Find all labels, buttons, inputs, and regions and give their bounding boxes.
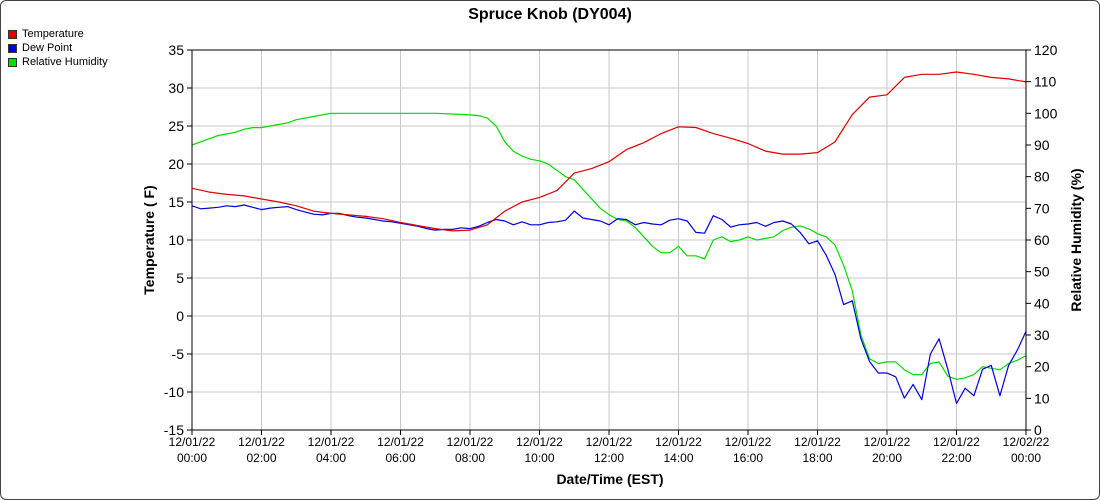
y-left-tick-label: 20	[168, 156, 184, 172]
x-tick-label-time: 10:00	[524, 451, 554, 465]
x-tick-label-time: 16:00	[733, 451, 763, 465]
legend-item-temperature: Temperature	[8, 27, 108, 41]
y-left-tick-label: 35	[168, 42, 184, 58]
x-tick-label-time: 22:00	[941, 451, 971, 465]
axes: 35302520151050-5-10-15120110100908070605…	[164, 42, 1058, 465]
legend-label-temperature: Temperature	[22, 28, 84, 40]
series-layer	[191, 71, 1027, 404]
y-left-tick-label: 5	[176, 270, 184, 286]
x-tick-label-date: 12/01/22	[238, 435, 285, 449]
x-tick-label-time: 04:00	[316, 451, 346, 465]
x-axis-title: Date/Time (EST)	[556, 471, 663, 487]
y-left-tick-label: 15	[168, 194, 184, 210]
legend-swatch-dew-point	[8, 43, 17, 53]
y-axis-right-title: Relative Humidity (%)	[1068, 168, 1084, 311]
y-right-tick-label: 70	[1034, 200, 1050, 216]
grid	[191, 49, 1027, 431]
legend-label-dew-point: Dew Point	[22, 42, 73, 54]
legend: Temperature Dew Point Relative Humidity	[8, 27, 108, 69]
x-tick-label-date: 12/01/22	[169, 435, 216, 449]
legend-label-relative-humidity: Relative Humidity	[22, 56, 108, 68]
y-axis-left-title: Temperature ( F)	[141, 185, 157, 294]
plot-area-border	[191, 49, 1027, 431]
x-tick-label-date: 12/01/22	[725, 435, 772, 449]
y-right-tick-label: 100	[1034, 105, 1058, 121]
y-left-tick-label: -10	[164, 384, 184, 400]
x-tick-label-date: 12/01/22	[794, 435, 841, 449]
y-left-tick-label: -15	[164, 422, 184, 438]
x-tick-label-time: 02:00	[246, 451, 276, 465]
legend-item-dew-point: Dew Point	[8, 41, 108, 55]
y-right-tick-label: 40	[1034, 295, 1050, 311]
y-left-tick-label: -5	[172, 346, 185, 362]
legend-item-relative-humidity: Relative Humidity	[8, 55, 108, 69]
x-tick-label-date: 12/02/22	[1003, 435, 1050, 449]
y-right-tick-label: 10	[1034, 390, 1050, 406]
series-line-relative-humidity	[191, 112, 1027, 380]
y-right-tick-label: 30	[1034, 327, 1050, 343]
y-right-tick-label: 120	[1034, 42, 1058, 58]
x-tick-label-date: 12/01/22	[308, 435, 355, 449]
x-tick-label-time: 00:00	[177, 451, 207, 465]
legend-swatch-relative-humidity	[8, 57, 17, 67]
x-tick-label-time: 14:00	[663, 451, 693, 465]
y-right-tick-label: 50	[1034, 264, 1050, 280]
x-tick-label-time: 08:00	[455, 451, 485, 465]
y-left-tick-label: 25	[168, 118, 184, 134]
y-left-tick-label: 30	[168, 80, 184, 96]
x-tick-label-time: 06:00	[385, 451, 415, 465]
legend-swatch-temperature	[8, 29, 17, 39]
x-tick-label-date: 12/01/22	[516, 435, 563, 449]
x-tick-label-time: 18:00	[802, 451, 832, 465]
series-line-temperature	[191, 71, 1027, 232]
y-right-tick-label: 110	[1034, 74, 1057, 90]
y-right-tick-label: 80	[1034, 169, 1050, 185]
y-left-tick-label: 0	[176, 308, 184, 324]
x-tick-label-date: 12/01/22	[864, 435, 911, 449]
x-tick-label-date: 12/01/22	[447, 435, 494, 449]
x-tick-label-date: 12/01/22	[586, 435, 633, 449]
x-tick-label-time: 00:00	[1011, 451, 1041, 465]
y-right-tick-label: 0	[1034, 422, 1042, 438]
y-right-tick-label: 90	[1034, 137, 1050, 153]
x-tick-label-time: 12:00	[594, 451, 624, 465]
x-tick-label-date: 12/01/22	[655, 435, 702, 449]
y-left-tick-label: 10	[168, 232, 184, 248]
x-tick-label-date: 12/01/22	[933, 435, 980, 449]
chart-title: Spruce Knob (DY004)	[468, 6, 632, 23]
y-right-tick-label: 60	[1034, 232, 1050, 248]
x-tick-label-time: 20:00	[872, 451, 902, 465]
x-tick-label-date: 12/01/22	[377, 435, 424, 449]
y-right-tick-label: 20	[1034, 359, 1050, 375]
